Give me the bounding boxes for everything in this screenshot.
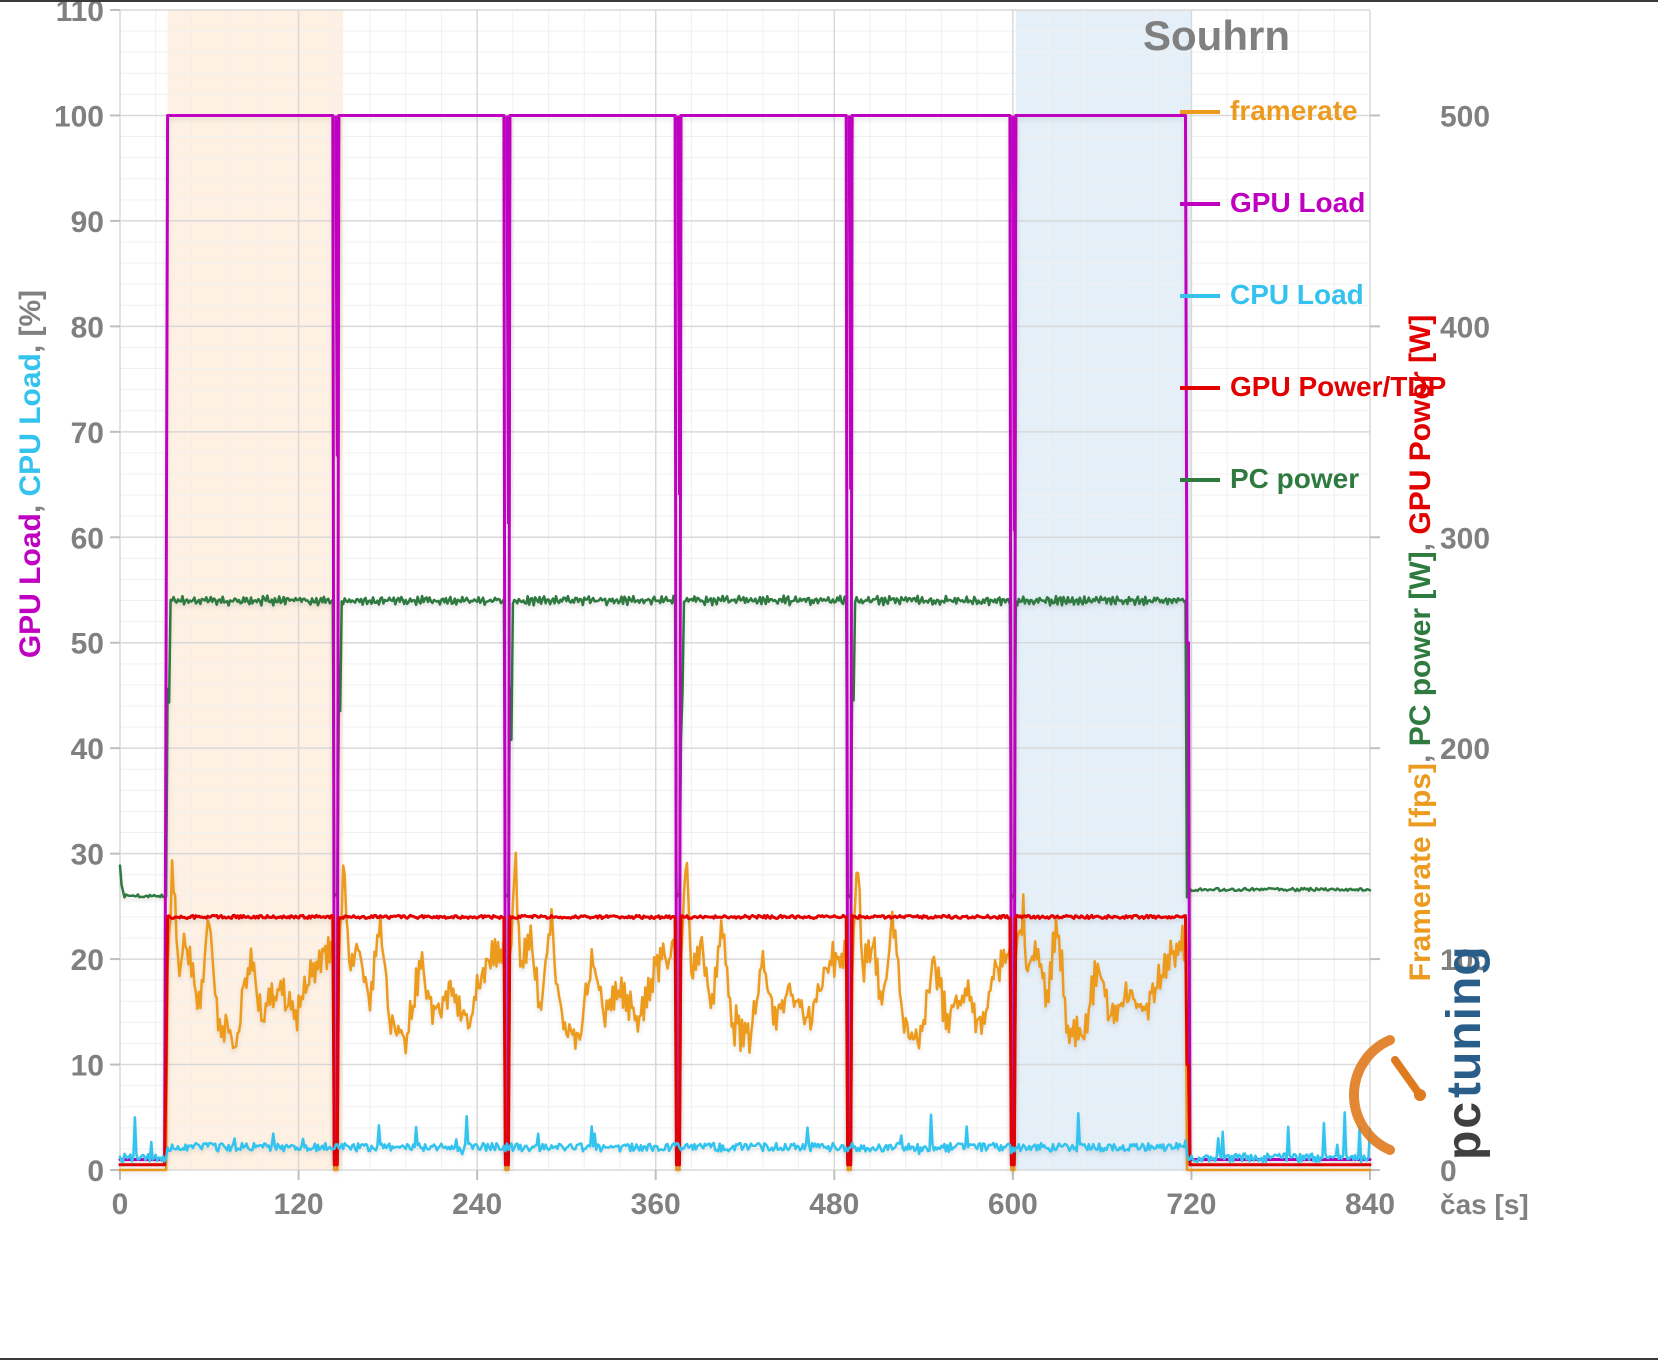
band-cooldown <box>1016 10 1192 1170</box>
y-left-tick-label: 100 <box>54 100 104 133</box>
y-left-tick-label: 60 <box>71 522 104 555</box>
y-right-tick-label: 300 <box>1440 522 1490 555</box>
legend-label-gpu-load: GPU Load <box>1230 187 1365 218</box>
y-left-tick-label: 70 <box>71 417 104 450</box>
chart-title: Souhrn <box>1143 12 1290 59</box>
y-left-tick-label: 80 <box>71 311 104 344</box>
y-right-tick-label: 400 <box>1440 311 1490 344</box>
svg-text:GPU Load, CPU Load, [%]: GPU Load, CPU Load, [%] <box>14 290 47 658</box>
chart-svg: 0102030405060708090100110010020030040050… <box>0 0 1658 1361</box>
band-warmup <box>168 10 344 1170</box>
svg-text:pc: pc <box>1438 1100 1491 1160</box>
x-tick-label: 240 <box>452 1188 502 1221</box>
x-tick-label: 600 <box>988 1188 1038 1221</box>
legend-label-gpu-power-tdp: GPU Power/TDP <box>1230 371 1446 402</box>
x-tick-label: 120 <box>274 1188 324 1221</box>
x-tick-label: 360 <box>631 1188 681 1221</box>
y-left-tick-label: 50 <box>71 628 104 661</box>
y-left-tick-label: 40 <box>71 733 104 766</box>
y-left-tick-label: 10 <box>71 1050 104 1083</box>
y-right-axis-label: Framerate [fps], PC power [W], GPU Power… <box>1404 315 1437 982</box>
x-tick-label: 0 <box>112 1188 129 1221</box>
x-tick-label: 720 <box>1166 1188 1216 1221</box>
x-axis-label: čas [s] <box>1440 1189 1529 1220</box>
x-tick-label: 480 <box>809 1188 859 1221</box>
y-right-tick-label: 500 <box>1440 100 1490 133</box>
svg-text:tuning: tuning <box>1438 945 1491 1098</box>
svg-text:Framerate [fps], PC power [W],: Framerate [fps], PC power [W], GPU Power… <box>1404 315 1437 982</box>
x-tick-label: 840 <box>1345 1188 1395 1221</box>
y-left-tick-label: 0 <box>87 1155 104 1188</box>
chart-container: 0102030405060708090100110010020030040050… <box>0 0 1658 1361</box>
y-left-tick-label: 90 <box>71 206 104 239</box>
legend-label-pc-power: PC power <box>1230 463 1359 494</box>
y-right-tick-label: 200 <box>1440 733 1490 766</box>
y-left-tick-label: 20 <box>71 944 104 977</box>
legend-label-cpu-load: CPU Load <box>1230 279 1364 310</box>
y-left-axis-label: GPU Load, CPU Load, [%] <box>14 290 47 658</box>
legend-label-framerate: framerate <box>1230 95 1358 126</box>
y-left-tick-label: 30 <box>71 839 104 872</box>
y-left-tick-label: 110 <box>56 0 104 28</box>
